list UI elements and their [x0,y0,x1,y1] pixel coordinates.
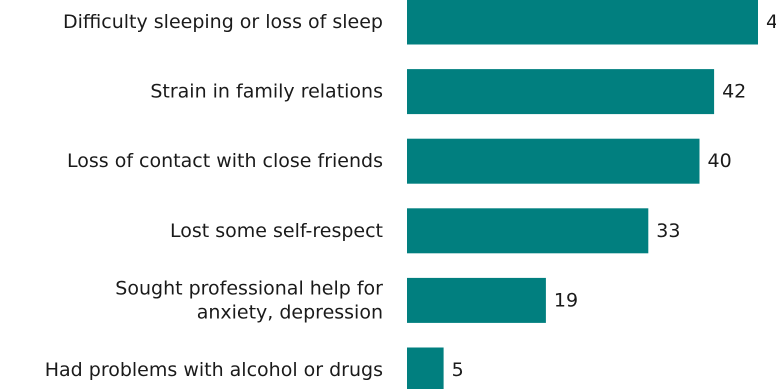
value-label-5: 19 [554,289,578,311]
bar-6 [407,347,444,389]
category-labels: Difficulty sleeping or loss of sleep Stra… [45,11,383,381]
bars-group [407,0,758,389]
value-label-4: 33 [656,220,680,242]
value-label-6: 5 [452,359,464,381]
category-label-3: Loss of contact with close friends [67,150,383,172]
bar-2 [407,69,715,115]
category-label-line: Strain in family relations [150,81,383,103]
category-label-line: Sought professional help for [115,277,383,299]
category-label-line: Loss of contact with close friends [67,150,383,172]
category-label-line: Lost some self-respect [170,220,383,242]
category-label-2: Strain in family relations [150,81,383,103]
value-label-1: 48 [766,11,776,33]
category-label-1: Difficulty sleeping or loss of sleep [63,11,383,33]
value-label-2: 42 [722,81,746,103]
category-label-6: Had problems with alcohol or drugs [45,359,383,381]
category-label-line: Had problems with alcohol or drugs [45,359,383,381]
bar-5 [407,277,546,323]
value-labels: 48 42 40 33 19 5 [452,11,776,381]
bar-1 [407,0,758,45]
category-label-line: Difficulty sleeping or loss of sleep [63,11,383,33]
bar-3 [407,138,700,184]
category-label-5: Sought professional help for anxiety, dep… [115,277,383,323]
category-label-4: Lost some self-respect [170,220,383,242]
bar-4 [407,208,649,254]
value-label-3: 40 [708,150,732,172]
category-label-line: anxiety, depression [197,301,383,323]
